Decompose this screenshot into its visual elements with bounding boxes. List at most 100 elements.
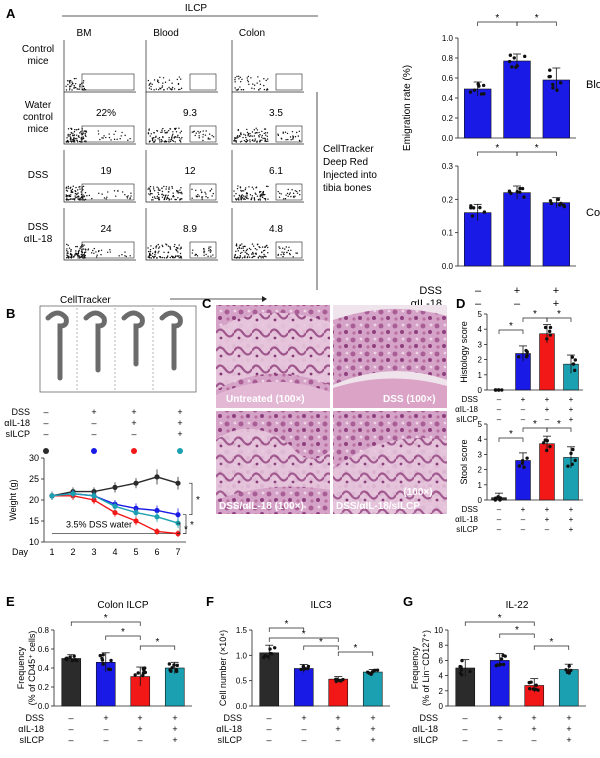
data-point [522,465,526,469]
flow-event [73,131,76,133]
flow-event [66,195,69,197]
flow-event [164,130,166,132]
flow-event [261,256,264,258]
flow-event [74,189,76,192]
data-point [501,653,505,658]
flow-event [235,140,237,142]
flow-event [155,245,158,247]
data-point [306,666,310,671]
data-point [339,679,343,683]
flow-event [82,132,85,134]
flow-event [233,195,235,197]
flow-event [163,88,165,91]
flow-event [159,87,161,89]
flow-event [195,189,197,192]
flow-event [74,197,77,199]
flow-event [244,245,246,248]
flow-event [208,250,210,252]
y-tick-label: 5 [478,420,483,429]
flow-event [256,140,258,142]
group-sign: – [103,724,108,734]
flow-event [255,127,257,129]
significance-bracket [516,21,557,26]
group-sign: – [514,298,521,310]
flow-event [291,130,294,133]
flow-event [69,82,71,84]
flow-event [74,86,77,89]
flow-event [247,80,250,83]
flow-event [235,199,238,201]
bar-0 [259,652,280,707]
significance-bracket [177,522,181,534]
data-point [496,495,500,499]
panel-label-f: F [206,594,214,609]
flow-event [152,188,155,190]
y-tick-label: 1 [478,371,483,380]
bar-3 [558,669,579,707]
flow-event [67,187,69,189]
flow-event [153,79,156,81]
flow-gate [189,73,217,91]
flow-event [124,255,126,257]
flow-event [253,129,256,131]
y-tick-label: 6 [439,656,444,665]
flow-event [154,250,157,252]
flow-event [116,138,118,141]
flow-event [68,81,71,83]
flow-event [75,245,77,248]
flow-x-arrowhead [262,296,267,302]
flow-event [253,84,256,86]
flow-event [148,255,150,257]
group-sign: + [335,713,340,723]
data-point [468,669,472,674]
flow-event [76,189,79,191]
flow-event [72,138,75,141]
flow-event [148,193,150,195]
flow-event [176,78,179,81]
series-point-0 [133,480,139,486]
flow-event [113,133,115,136]
flow-event [180,246,182,248]
flow-event [196,195,199,198]
emigration-ylabel: Emigration rate (%) [402,65,413,151]
flow-event [159,189,161,191]
flow-event [174,243,176,246]
flow-event [67,128,70,130]
flow-event [180,191,183,193]
flow-event [265,245,267,247]
flow-xlabel: CellTracker [60,295,111,306]
flow-event [251,186,254,188]
y-axis-label-2: (% of Lin⁻CD127⁺) [421,630,431,706]
flow-event [265,89,268,91]
data-point [565,670,570,675]
flow-event [191,131,193,133]
flow-event [70,257,73,259]
flow-event [241,251,243,254]
x-tick-label: 5 [133,547,138,557]
data-point [558,81,563,85]
flow-event [148,87,151,89]
flow-event [90,252,93,254]
flow-event [284,198,287,200]
flow-event [234,87,236,89]
flow-event [170,138,172,141]
flow-event [153,141,155,143]
flow-event [80,196,82,199]
flow-event [77,128,79,131]
flow-event [249,141,251,143]
flow-event [87,249,89,251]
flow-event [237,129,239,132]
flow-event [158,139,161,141]
group-sign: + [172,735,177,745]
flow-event [207,137,210,139]
group-sign: + [514,285,520,297]
group-sign: – [521,415,526,424]
flow-event [245,141,248,143]
flow-event [157,189,160,191]
flow-event [244,251,246,253]
data-point [523,54,527,59]
y-axis-label: Frequency [410,646,420,689]
histology-untreated [216,305,330,408]
flow-event [165,188,167,190]
group-dot-0 [43,448,49,454]
